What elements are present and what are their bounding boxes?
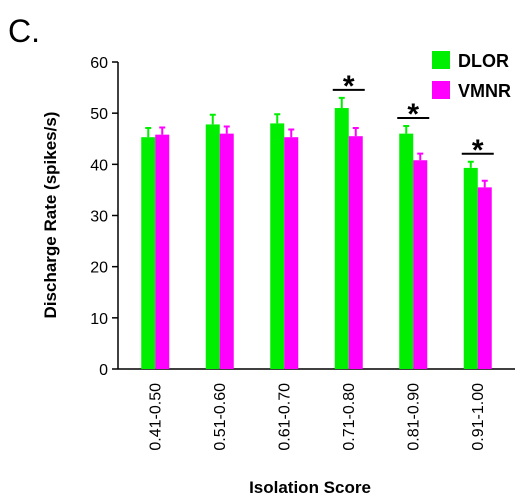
bar <box>284 137 299 369</box>
significance-star: * <box>343 70 355 103</box>
significance-star: * <box>472 134 484 167</box>
bar <box>270 123 285 370</box>
bar <box>413 160 428 369</box>
y-tick-label: 30 <box>90 209 108 226</box>
bar <box>348 136 363 369</box>
error-bar <box>223 125 230 134</box>
legend-label: VMNR <box>458 81 511 101</box>
error-bar <box>481 179 488 188</box>
x-tick-label: 0.81-0.90 <box>405 383 422 451</box>
bar <box>334 108 349 370</box>
error-bar <box>417 152 424 161</box>
bar <box>399 133 414 369</box>
x-tick-label: 0.51-0.60 <box>212 383 229 451</box>
x-tick-label: 0.61-0.70 <box>276 383 293 451</box>
legend-label: DLOR <box>458 51 509 71</box>
error-bar <box>159 126 166 135</box>
bar <box>477 187 492 369</box>
x-tick-label: 0.71-0.80 <box>341 383 358 451</box>
legend-swatch <box>432 51 450 69</box>
y-tick-label: 50 <box>90 106 108 123</box>
error-bar <box>288 128 295 138</box>
y-tick-label: 60 <box>90 55 108 72</box>
x-axis-title: Isolation Score <box>249 478 371 497</box>
x-tick-label: 0.41-0.50 <box>147 383 164 451</box>
y-axis-title: Discharge Rate (spikes/s) <box>41 112 60 319</box>
panel-label: C. <box>8 13 40 49</box>
legend-swatch <box>432 81 450 99</box>
y-tick-label: 20 <box>90 260 108 277</box>
significance-star: * <box>407 98 419 131</box>
error-bar <box>338 96 345 109</box>
y-tick-label: 40 <box>90 157 108 174</box>
bar <box>155 134 170 369</box>
bar <box>463 167 478 369</box>
bar <box>219 133 234 369</box>
bar <box>205 124 220 369</box>
y-tick-label: 10 <box>90 311 108 328</box>
y-tick-label: 0 <box>99 362 108 379</box>
bar <box>141 137 156 369</box>
error-bar <box>274 113 281 124</box>
x-tick-label: 0.91-1.00 <box>470 383 487 451</box>
error-bar <box>145 127 152 138</box>
error-bar <box>467 160 474 168</box>
error-bar <box>209 113 216 125</box>
error-bar <box>352 127 359 137</box>
error-bar <box>403 124 410 134</box>
